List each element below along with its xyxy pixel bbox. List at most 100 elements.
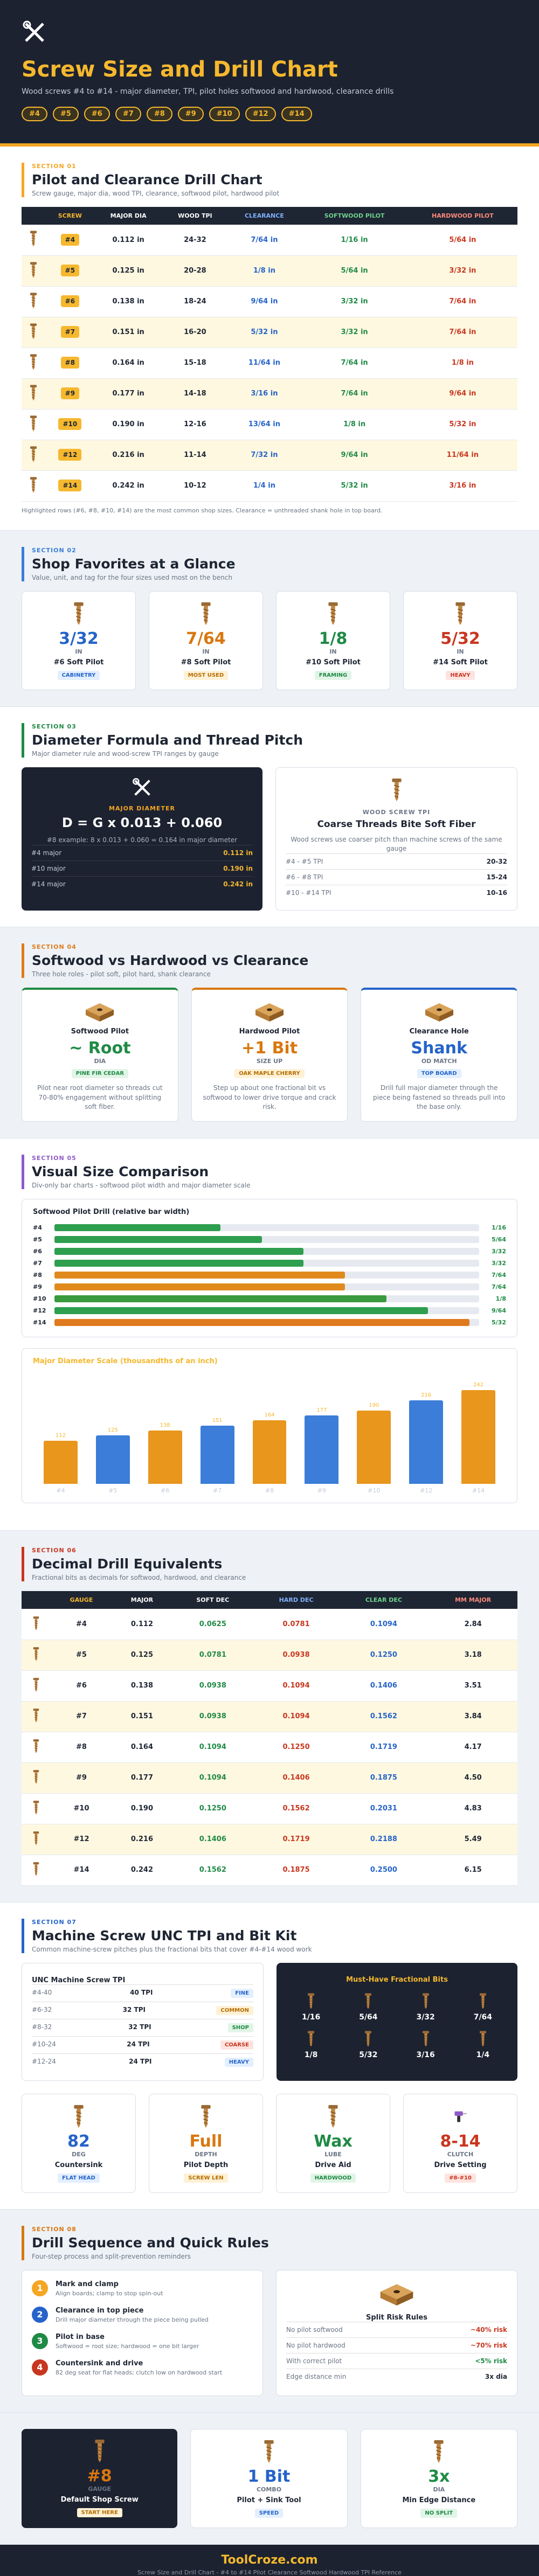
- table-cell: 0.0938: [172, 1701, 254, 1732]
- bar-track: [54, 1259, 479, 1267]
- icon-part: [30, 446, 37, 449]
- icon-cell: [22, 286, 46, 317]
- icon-part: [34, 1804, 38, 1806]
- icon: [25, 384, 43, 404]
- bar: [44, 1440, 78, 1484]
- icon-part: [96, 2446, 102, 2448]
- table-cell: 3.18: [429, 1640, 517, 1671]
- icon-part: [31, 420, 36, 421]
- icon-part: [30, 384, 37, 387]
- tpi-text: Wood screws use coarser pitch than machi…: [291, 835, 502, 852]
- icon: [159, 2104, 253, 2129]
- bar: [54, 1318, 469, 1326]
- icon-part: [328, 602, 338, 606]
- card-name: Min Edge Distance: [402, 2496, 476, 2504]
- icon-part: [203, 2115, 209, 2117]
- bar-row: #8 7/64: [33, 1269, 506, 1281]
- icon-part: [31, 266, 36, 268]
- card-tag: NO SPLIT: [420, 2508, 458, 2518]
- table-cell: 6.15: [429, 1855, 517, 1886]
- bit-grid: 1/16 5/64 3/32 7/64 1/8 5/32 3/16 1/4: [286, 1991, 508, 2059]
- icon: [343, 1991, 393, 2013]
- table-cell: 0.138: [112, 1670, 172, 1702]
- icon: [32, 601, 126, 626]
- section-subtitle: Value, unit, and tag for the four sizes …: [32, 573, 232, 581]
- icon-part: [31, 358, 36, 360]
- formula-example: #8 example: 8 x 0.013 + 0.060 = 0.164 in…: [46, 836, 238, 844]
- unc-tpi: 32 TPI: [122, 2005, 146, 2013]
- bar-area: 112 125 138 151 164 177 190 216 242: [33, 1371, 506, 1484]
- unc-tpi: 40 TPI: [130, 1988, 153, 1996]
- icon-part: [367, 2043, 370, 2044]
- category-row: #4 #5 #6 #7 #8 #9 #10 #12 #14: [33, 1484, 506, 1494]
- icon-svg: [33, 1709, 39, 1723]
- table-cell: 15-18: [162, 348, 228, 379]
- icon-part: [425, 1010, 439, 1022]
- icon-part: [458, 619, 462, 621]
- rule-row: With correct pilot <5% risk: [286, 2352, 507, 2369]
- rule-value: <5% risk: [475, 2357, 507, 2365]
- card-unit: GAUGE: [88, 2485, 111, 2492]
- unc-tpi: 24 TPI: [127, 2040, 150, 2048]
- icon-svg: [33, 1678, 39, 1692]
- icon: [25, 415, 43, 434]
- header: Screw Size and Drill Chart Wood screws #4…: [0, 0, 539, 147]
- icon-part: [481, 2040, 485, 2042]
- bar-label: #7: [33, 1259, 42, 1267]
- card: #8 GAUGE Default Shop Screw START HERE: [22, 2428, 178, 2528]
- table-cell: 0.242: [112, 1855, 172, 1886]
- table-cell: #14: [45, 470, 94, 502]
- icon-part: [424, 2040, 427, 2042]
- icon-part: [32, 366, 35, 367]
- unc-tpi: 32 TPI: [128, 2023, 151, 2031]
- table-cell: #12: [51, 1824, 112, 1855]
- table-cell: 3/16 in: [227, 378, 301, 409]
- card-value: 82: [67, 2131, 90, 2151]
- table-row: #8 0.164 in 15-18 11/64 in 7/64 in 1/8 in: [22, 348, 517, 379]
- icon-part: [366, 2000, 370, 2002]
- icon-part: [481, 2038, 485, 2040]
- section-subtitle: Screw gauge, major dia, wood TPI, cleara…: [32, 190, 280, 197]
- icon-part: [31, 299, 36, 301]
- unc-title: UNC Machine Screw TPI: [32, 1976, 126, 1984]
- rule-row: Edge distance min 3x dia: [286, 2368, 507, 2384]
- unc-row: #8-32 32 TPI SHOP: [32, 2018, 253, 2036]
- header-row: SCREW MAJOR DIA WOOD TPI CLEARANCE SOFTWOOD …: [22, 207, 517, 225]
- icon-part: [34, 1866, 38, 1867]
- table-cell: 24-32: [162, 225, 228, 256]
- steps-card: 1 Mark and clamp Align boards; clamp to st…: [22, 2269, 263, 2396]
- table-cell: 3.51: [429, 1670, 517, 1702]
- icon: [413, 2104, 507, 2129]
- table-cell: 1/16 in: [301, 225, 408, 256]
- icon-part: [458, 612, 463, 615]
- icon-part: [31, 302, 36, 304]
- icon-part: [457, 2115, 460, 2122]
- section-title: Decimal Drill Equivalents: [32, 1556, 223, 1572]
- icon: [25, 1738, 47, 1756]
- icon-part: [34, 1620, 38, 1622]
- icon-svg: [33, 1647, 39, 1661]
- table-cell: 0.1875: [338, 1762, 429, 1794]
- section: SECTION 01 Pilot and Clearance Drill Char…: [0, 147, 539, 531]
- table-row: #6 0.138 in 18-24 9/64 in 3/32 in 7/64 in: [22, 286, 517, 317]
- icon-part: [266, 2450, 272, 2453]
- bar: [200, 1425, 234, 1484]
- table-cell: #7: [51, 1701, 112, 1732]
- table-cell: #4: [45, 225, 94, 256]
- section-label: SECTION 02: [32, 546, 77, 554]
- icon-part: [77, 606, 81, 625]
- icon-part: [34, 1870, 38, 1872]
- bar: [409, 1400, 444, 1484]
- bit: 3/32: [401, 1991, 451, 2022]
- bar-track: [54, 1235, 479, 1243]
- rule-value: ~70% risk: [470, 2341, 507, 2349]
- table-cell: 0.1562: [338, 1701, 429, 1732]
- card: 3x DIA Min Edge Distance NO SPLIT: [360, 2428, 517, 2528]
- section: SECTION 02 Shop Favorites at a Glance Valu…: [0, 530, 539, 707]
- icon-svg: [30, 292, 37, 309]
- section-head: SECTION 08 Drill Sequence and Quick Rules…: [22, 2225, 517, 2260]
- unc-size: #4-40: [32, 1988, 52, 1996]
- rule-label: With correct pilot: [286, 2357, 342, 2365]
- card-text: Drill full major diameter through the pi…: [373, 1084, 506, 1111]
- icon-part: [34, 1803, 38, 1815]
